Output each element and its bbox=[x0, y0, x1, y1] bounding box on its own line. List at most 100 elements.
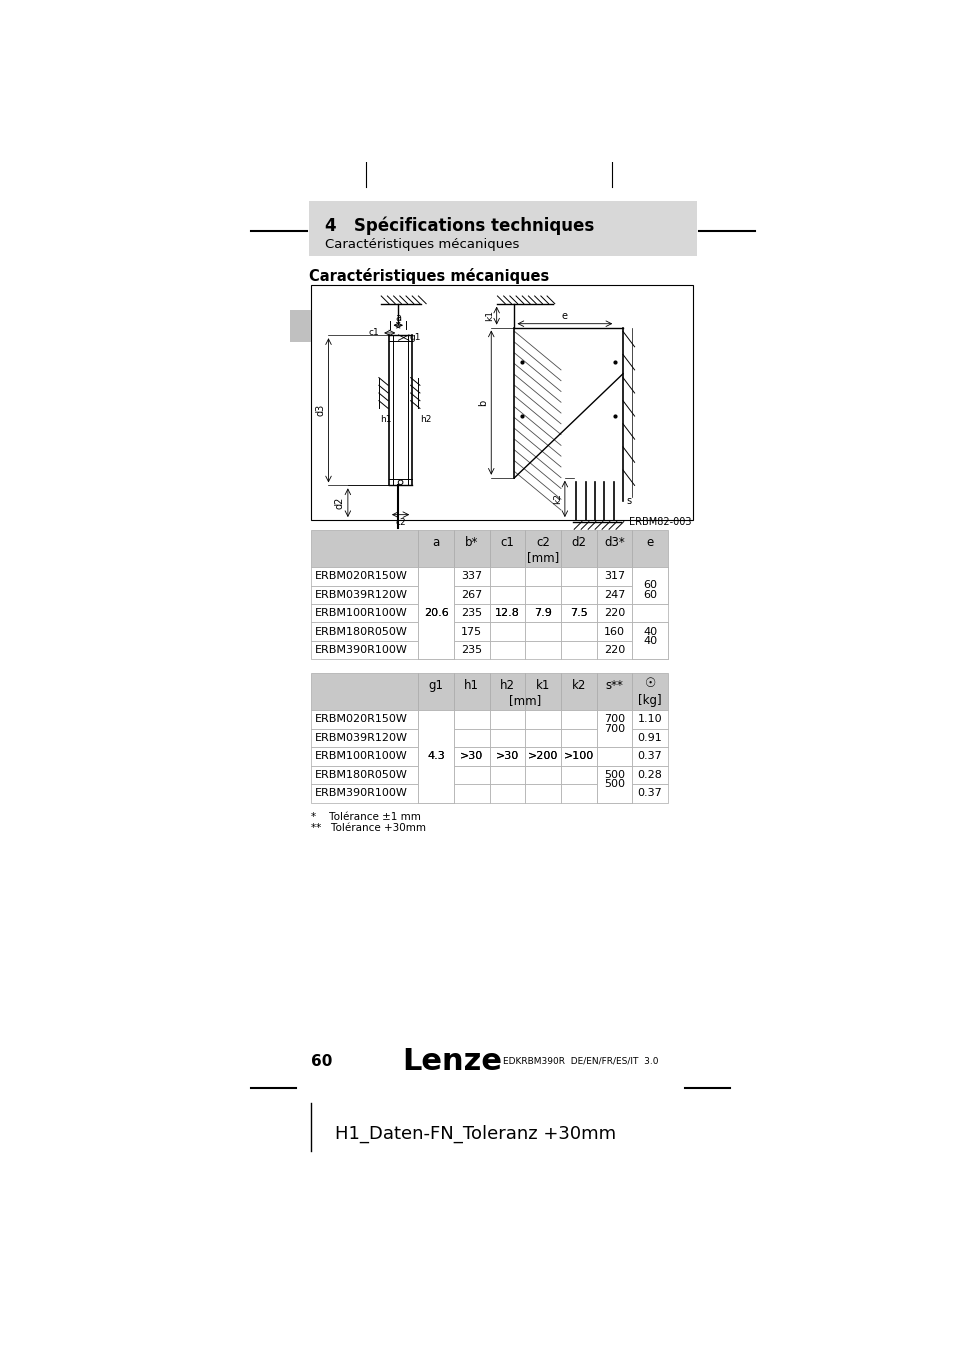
Text: k2: k2 bbox=[571, 679, 585, 691]
Text: 235: 235 bbox=[461, 645, 482, 655]
Text: h1: h1 bbox=[380, 414, 392, 424]
Bar bbox=[560, 765, 596, 784]
Text: g1: g1 bbox=[428, 679, 443, 691]
Bar bbox=[418, 586, 454, 603]
Text: k1: k1 bbox=[485, 310, 494, 321]
Text: c2: c2 bbox=[395, 518, 405, 526]
Text: 4.3: 4.3 bbox=[427, 752, 445, 761]
Text: >100: >100 bbox=[563, 752, 594, 761]
Bar bbox=[309, 201, 696, 256]
Bar bbox=[596, 710, 632, 729]
Bar bbox=[596, 567, 632, 586]
Text: 317: 317 bbox=[603, 571, 624, 582]
Bar bbox=[596, 603, 632, 622]
Bar bbox=[560, 603, 596, 622]
Bar bbox=[489, 586, 525, 603]
Text: 175: 175 bbox=[461, 626, 482, 637]
Text: >30: >30 bbox=[459, 752, 483, 761]
Bar bbox=[418, 747, 454, 765]
Bar bbox=[489, 641, 525, 659]
Bar bbox=[489, 729, 525, 747]
Bar bbox=[418, 531, 454, 567]
Text: EDKRBM390R  DE/EN/FR/ES/IT  3.0: EDKRBM390R DE/EN/FR/ES/IT 3.0 bbox=[502, 1057, 658, 1066]
Text: ERBM100R100W: ERBM100R100W bbox=[314, 609, 407, 618]
Bar bbox=[311, 586, 418, 603]
Bar bbox=[489, 674, 525, 710]
Bar bbox=[525, 603, 560, 622]
Text: >200: >200 bbox=[527, 752, 558, 761]
Text: a: a bbox=[395, 313, 401, 323]
Text: g1: g1 bbox=[409, 333, 420, 342]
Bar bbox=[525, 710, 560, 729]
Text: 40: 40 bbox=[642, 626, 657, 637]
Text: s**: s** bbox=[605, 679, 622, 691]
Bar bbox=[454, 603, 489, 622]
Bar bbox=[525, 567, 560, 586]
Text: 12.8: 12.8 bbox=[495, 609, 519, 618]
Text: e: e bbox=[646, 536, 653, 548]
Bar bbox=[454, 622, 489, 641]
Bar bbox=[560, 747, 596, 765]
Bar bbox=[311, 641, 418, 659]
Bar bbox=[560, 586, 596, 603]
Text: 20.6: 20.6 bbox=[423, 609, 448, 618]
Bar bbox=[454, 531, 489, 567]
Text: 0.91: 0.91 bbox=[638, 733, 661, 743]
Text: 40: 40 bbox=[642, 636, 657, 645]
Bar bbox=[311, 729, 418, 747]
Text: 235: 235 bbox=[461, 609, 482, 618]
Bar bbox=[418, 784, 454, 803]
Bar bbox=[525, 641, 560, 659]
Text: 700: 700 bbox=[603, 714, 624, 725]
Bar bbox=[596, 747, 632, 765]
Text: 500: 500 bbox=[603, 769, 624, 780]
Bar bbox=[454, 586, 489, 603]
Bar bbox=[489, 747, 525, 765]
Text: 60: 60 bbox=[642, 580, 657, 590]
Text: h1: h1 bbox=[464, 679, 478, 691]
Text: 247: 247 bbox=[603, 590, 624, 599]
Text: ERBM039R120W: ERBM039R120W bbox=[314, 733, 407, 743]
Bar bbox=[489, 784, 525, 803]
Text: 7.9: 7.9 bbox=[534, 609, 552, 618]
Text: [mm]: [mm] bbox=[526, 551, 558, 564]
Bar bbox=[525, 622, 560, 641]
Bar bbox=[418, 622, 454, 641]
Bar bbox=[596, 531, 632, 567]
Bar bbox=[560, 674, 596, 710]
Bar bbox=[596, 729, 632, 747]
Bar bbox=[311, 567, 418, 586]
Bar bbox=[560, 710, 596, 729]
Bar bbox=[560, 641, 596, 659]
Bar bbox=[596, 674, 632, 710]
Bar bbox=[311, 747, 418, 765]
Bar bbox=[525, 784, 560, 803]
Bar bbox=[454, 765, 489, 784]
Text: 0.28: 0.28 bbox=[637, 769, 662, 780]
Text: ERBM180R050W: ERBM180R050W bbox=[314, 769, 407, 780]
Bar bbox=[489, 603, 525, 622]
Bar bbox=[454, 641, 489, 659]
Bar bbox=[632, 586, 667, 603]
Text: >30: >30 bbox=[496, 752, 518, 761]
Bar bbox=[596, 765, 632, 784]
Text: ERBM039R120W: ERBM039R120W bbox=[314, 590, 407, 599]
Bar bbox=[525, 586, 560, 603]
Text: H1_Daten-FN_Toleranz +30mm: H1_Daten-FN_Toleranz +30mm bbox=[335, 1125, 616, 1143]
Text: 700: 700 bbox=[603, 724, 624, 733]
Bar bbox=[632, 765, 667, 784]
Bar bbox=[632, 710, 667, 729]
Text: k1: k1 bbox=[536, 679, 550, 691]
Text: 160: 160 bbox=[603, 626, 624, 637]
Text: 7.5: 7.5 bbox=[569, 609, 587, 618]
Text: d3*: d3* bbox=[603, 536, 624, 548]
Text: 7.9: 7.9 bbox=[534, 609, 552, 618]
Text: ERBM020R150W: ERBM020R150W bbox=[314, 571, 407, 582]
Text: ERBM100R100W: ERBM100R100W bbox=[314, 752, 407, 761]
Bar bbox=[454, 567, 489, 586]
Bar bbox=[290, 310, 311, 342]
Bar bbox=[418, 710, 454, 803]
Text: ERBM82-003: ERBM82-003 bbox=[628, 517, 691, 528]
Text: ERBM020R150W: ERBM020R150W bbox=[314, 714, 407, 725]
Text: 4.3: 4.3 bbox=[427, 752, 445, 761]
